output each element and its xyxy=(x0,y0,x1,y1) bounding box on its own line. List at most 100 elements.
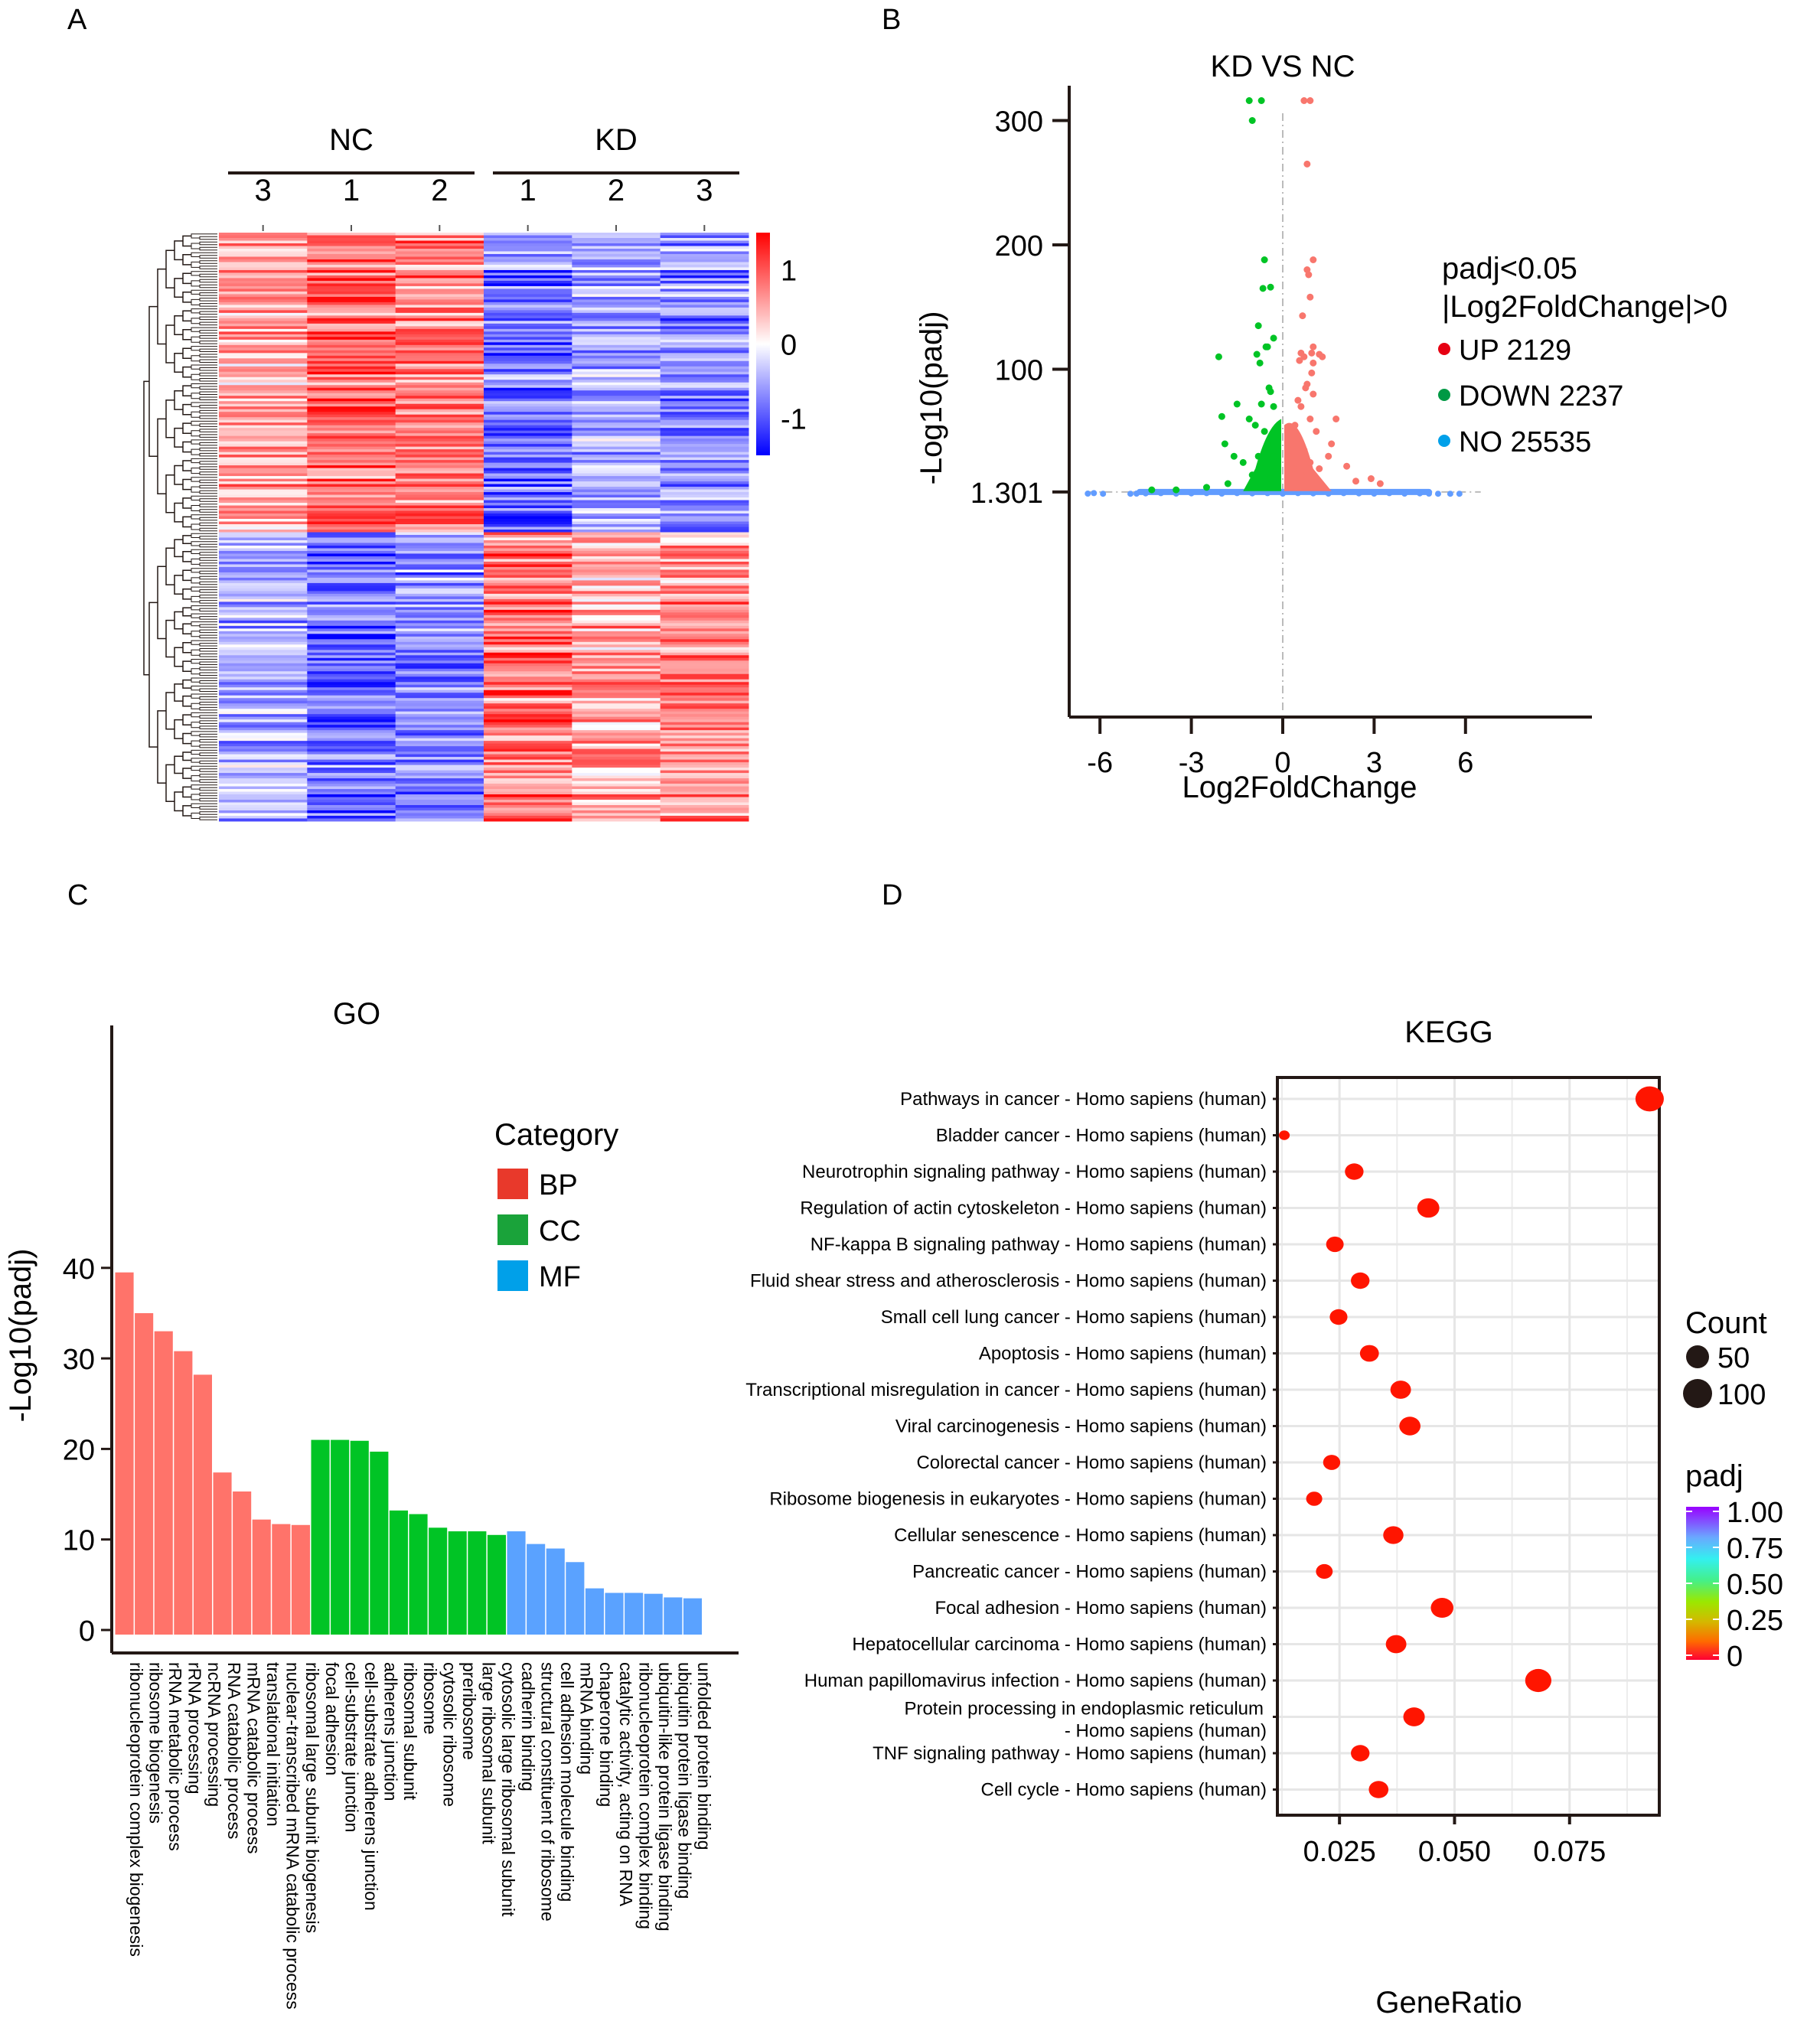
heatmap-cell xyxy=(660,598,749,602)
heatmap-cell xyxy=(572,409,661,412)
heatmap-cell xyxy=(484,289,572,292)
volcano-point-no xyxy=(1264,490,1271,497)
heatmap-cell xyxy=(307,289,396,292)
heatmap-cell xyxy=(395,631,484,634)
heatmap-cell xyxy=(219,770,308,774)
heatmap-cell xyxy=(572,786,661,790)
dendrogram-branch xyxy=(182,460,191,471)
heatmap-cell xyxy=(219,403,308,407)
heatmap-cell xyxy=(660,401,749,405)
heatmap-cell xyxy=(395,530,484,533)
heatmap-cell xyxy=(395,377,484,380)
heatmap-cell xyxy=(484,326,572,330)
dendrogram-branch xyxy=(191,308,217,314)
heatmap-cell xyxy=(572,540,661,543)
heatmap-cell xyxy=(660,657,749,661)
heatmap-cell xyxy=(395,331,484,335)
heatmap-cell xyxy=(307,652,396,656)
heatmap-cell xyxy=(219,374,308,378)
heatmap-cell xyxy=(660,719,749,723)
heatmap-cell xyxy=(484,591,572,595)
go-bar-cc xyxy=(429,1527,448,1635)
heatmap-cell xyxy=(660,781,749,784)
dendrogram-branch xyxy=(182,551,191,562)
dendrogram-branch xyxy=(199,490,217,494)
dendrogram-branch xyxy=(199,702,217,706)
heatmap-cell xyxy=(395,660,484,664)
dendrogram-branch xyxy=(182,478,191,491)
heatmap-cell xyxy=(572,422,661,426)
heatmap-cell xyxy=(660,711,749,715)
heatmap-cell xyxy=(484,302,572,305)
heatmap-cell xyxy=(395,414,484,418)
heatmap-cell xyxy=(395,251,484,255)
heatmap-cell xyxy=(219,588,308,592)
x-tick-label: 0.025 xyxy=(1303,1836,1376,1868)
heatmap-cell xyxy=(484,778,572,782)
heatmap-cell xyxy=(572,631,661,634)
dendrogram-branch xyxy=(182,569,191,582)
heatmap-cell xyxy=(307,251,396,255)
heatmap-cell xyxy=(572,816,661,820)
dendrogram-branch xyxy=(199,811,217,815)
heatmap-cell xyxy=(395,732,484,736)
heatmap-cell xyxy=(219,730,308,734)
heatmap-cell xyxy=(660,730,749,734)
dendrogram-branch xyxy=(199,752,217,756)
volcano-point-no xyxy=(1203,490,1210,497)
volcano-plot: -6 -3 0 3 61.301100200300Log2FoldChange-Log1… xyxy=(915,86,1592,804)
heatmap-cell xyxy=(484,246,572,249)
heatmap-cell xyxy=(660,800,749,804)
heatmap-cell xyxy=(395,682,484,686)
dendrogram-branch xyxy=(182,641,191,654)
dendrogram-branch xyxy=(199,543,217,548)
heatmap-cell xyxy=(307,598,396,602)
heatmap-cell xyxy=(395,781,484,784)
heatmap-cell xyxy=(484,770,572,774)
volcano-point-no xyxy=(1188,490,1195,497)
heatmap-cell xyxy=(219,524,308,527)
heatmap-cell xyxy=(572,393,661,396)
heatmap-cell xyxy=(219,757,308,761)
heatmap-cell xyxy=(572,246,661,249)
heatmap-cell xyxy=(660,444,749,448)
heatmap-cell xyxy=(395,748,484,752)
heatmap-cell xyxy=(307,275,396,279)
heatmap-cell xyxy=(395,735,484,739)
dendrogram-branch xyxy=(165,764,175,802)
dendrogram-branch xyxy=(182,695,191,707)
heatmap-cell xyxy=(395,636,484,640)
heatmap-cell xyxy=(307,732,396,736)
heatmap-cell xyxy=(572,703,661,707)
heatmap-cell xyxy=(395,719,484,723)
heatmap-cell xyxy=(484,294,572,298)
heatmap-cell xyxy=(395,374,484,378)
heatmap-cell xyxy=(307,484,396,487)
heatmap-cell xyxy=(307,615,396,618)
dendrogram-branch xyxy=(199,246,217,251)
heatmap-cell xyxy=(484,344,572,348)
heatmap-cell xyxy=(572,433,661,437)
go-term-label: ubiquitin-like protein ligase binding xyxy=(655,1662,675,1932)
heatmap-cell xyxy=(395,419,484,423)
heatmap-cell xyxy=(395,487,484,491)
heatmap-cell xyxy=(395,350,484,354)
heatmap-cell xyxy=(572,580,661,584)
heatmap-cell xyxy=(484,666,572,670)
dendrogram-branch xyxy=(182,588,191,600)
heatmap-cell xyxy=(307,748,396,752)
volcano-point-down xyxy=(1257,97,1265,104)
heatmap-cell xyxy=(484,805,572,809)
heatmap-cell xyxy=(219,725,308,729)
heatmap-cell xyxy=(307,762,396,766)
heatmap-cell xyxy=(484,422,572,426)
heatmap-cell xyxy=(484,465,572,469)
dendrogram-branch xyxy=(199,466,217,470)
heatmap-cell xyxy=(572,789,661,793)
heatmap-cell xyxy=(660,689,749,693)
heatmap-cell xyxy=(219,644,308,648)
heatmap-cell xyxy=(484,371,572,375)
heatmap-cell xyxy=(307,743,396,747)
heatmap-cell xyxy=(307,550,396,554)
